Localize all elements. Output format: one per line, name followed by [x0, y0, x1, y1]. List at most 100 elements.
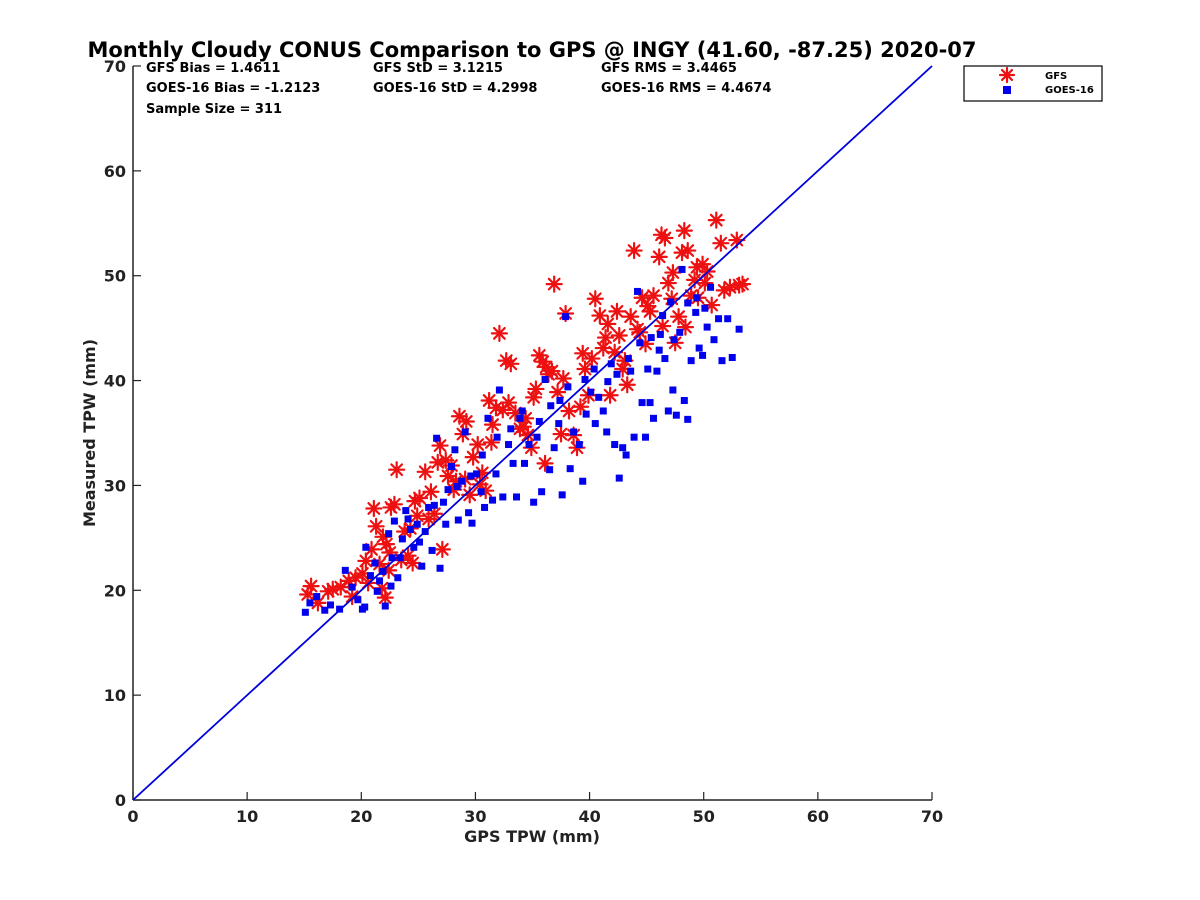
goes-point [453, 482, 461, 490]
goes-point [465, 509, 473, 517]
goes-point [590, 365, 598, 373]
gfs-point [654, 317, 672, 335]
gfs-point [599, 315, 617, 333]
gfs-point [519, 426, 537, 444]
goes-point [636, 339, 644, 347]
x-axis-label: GPS TPW (mm) [464, 827, 600, 846]
goes-point [667, 298, 675, 306]
gfs-point-stroke [410, 509, 424, 523]
gfs-point-stroke [367, 502, 381, 515]
y-tick-label: 20 [104, 581, 126, 600]
gfs-point [502, 355, 520, 373]
goes-point [461, 428, 469, 436]
goes-point [467, 472, 475, 480]
gfs-point-stroke [471, 438, 485, 451]
goes-point [707, 283, 715, 291]
goes-point [670, 336, 678, 344]
gfs-point-stroke [624, 310, 638, 324]
gfs-point-stroke [538, 457, 552, 470]
gfs-point-stroke [635, 291, 649, 305]
gfs-point [469, 435, 487, 454]
legend: GFS GOES-16 [963, 65, 1103, 102]
gfs-point-stroke [390, 463, 404, 477]
gfs-point-stroke [492, 326, 506, 340]
gfs-point-stroke [714, 236, 728, 250]
gfs-point [625, 241, 643, 260]
gfs-point-stroke [311, 596, 325, 610]
gfs-point [608, 302, 626, 320]
gfs-point-stroke [401, 549, 415, 563]
stat-text: GFS RMS = 3.4465 [601, 61, 737, 76]
goes-point [634, 287, 642, 295]
goes-point [499, 493, 507, 501]
goes-point [692, 308, 700, 316]
gfs-point-stroke [736, 277, 749, 291]
goes-point [313, 593, 321, 601]
goes-point [361, 603, 369, 611]
legend-goes-label: GOES-16 [1045, 85, 1094, 96]
gfs-point-stroke [643, 304, 657, 318]
gfs-point [536, 454, 554, 473]
gfs-point [554, 369, 572, 388]
goes-point [493, 433, 501, 441]
gfs-point [365, 499, 383, 518]
gfs-point-stroke [413, 491, 426, 505]
goes-point [587, 388, 595, 396]
goes-point [547, 402, 555, 410]
goes-point [402, 507, 410, 515]
goes-point [398, 535, 406, 543]
gfs-point [574, 344, 592, 362]
gfs-point [679, 241, 697, 260]
gfs-point-stroke [601, 317, 615, 331]
gfs-point [576, 360, 594, 378]
goes-point [575, 441, 583, 449]
gfs-point [439, 467, 457, 485]
gfs-point-stroke [576, 346, 590, 360]
one-to-one-line [132, 65, 933, 801]
goes-point [406, 525, 414, 533]
goes-point [735, 325, 743, 333]
legend-goes-marker [1003, 86, 1011, 94]
y-tick-label: 30 [104, 476, 126, 495]
goes-point [513, 493, 521, 501]
goes-point [373, 587, 381, 595]
goes-point [326, 601, 334, 609]
y-axis-label: Measured TPW (mm) [80, 339, 99, 527]
goes-point [630, 433, 638, 441]
goes-point [396, 554, 404, 562]
goes-point [388, 554, 396, 562]
x-tick-label: 40 [578, 807, 600, 826]
gfs-point-stroke [647, 289, 660, 303]
goes-point [516, 414, 524, 422]
goes-point [530, 498, 538, 506]
gfs-point-stroke [431, 455, 445, 469]
gfs-point-stroke [516, 420, 530, 434]
gfs-point [404, 554, 422, 572]
goes-point [710, 336, 718, 344]
goes-point [413, 520, 421, 528]
gfs-point-stroke [574, 400, 587, 414]
goes-point [664, 407, 672, 415]
gfs-point-stroke [521, 428, 535, 442]
gfs-point-stroke [369, 519, 383, 533]
gfs-point [494, 401, 512, 419]
gfs-point-stroke [730, 233, 744, 247]
gfs-point-stroke [406, 556, 420, 570]
gfs-point [499, 393, 518, 412]
goes-point [718, 357, 726, 365]
goes-point [599, 407, 607, 415]
legend-gfs-marker [998, 66, 1016, 84]
goes-point [442, 520, 450, 528]
goes-point [661, 355, 669, 363]
goes-point [525, 441, 533, 449]
goes-point [418, 562, 426, 570]
goes-point [695, 344, 703, 352]
goes-point [354, 596, 362, 604]
gfs-point-stroke [556, 372, 570, 385]
goes-point [581, 376, 589, 384]
goes-point [703, 323, 711, 331]
goes-point [473, 470, 481, 478]
goes-point [430, 501, 438, 509]
gfs-point-stroke [435, 542, 449, 556]
y-tick-label: 0 [115, 791, 126, 810]
